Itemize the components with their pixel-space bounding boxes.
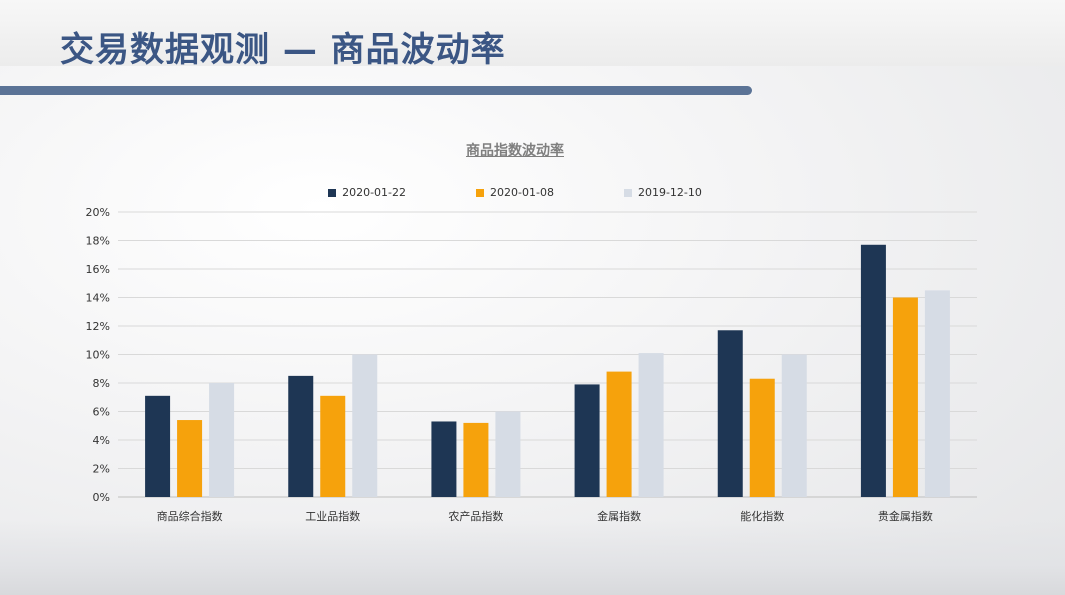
y-tick-label: 6% [93, 406, 110, 419]
legend-swatch-series-3 [623, 188, 632, 197]
x-tick-label: 农产品指数 [448, 509, 503, 523]
bar-series-1 [431, 421, 457, 497]
bar-series-2 [606, 371, 632, 497]
bar-series-1 [717, 330, 743, 497]
y-tick-label: 16% [86, 263, 110, 276]
bar-series-2 [177, 420, 203, 497]
chart-title: 商品指数波动率 [466, 143, 564, 159]
y-tick-label: 2% [93, 463, 110, 476]
y-tick-label: 12% [86, 320, 110, 333]
title-underline [0, 86, 752, 95]
page-title: 交易数据观测 — 商品波动率 [60, 30, 506, 70]
bar-series-1 [574, 384, 600, 497]
bar-series-3 [924, 290, 950, 497]
x-tick-label: 工业品指数 [305, 509, 360, 523]
x-tick-label: 贵金属指数 [878, 509, 933, 523]
y-tick-label: 18% [86, 235, 110, 248]
bar-series-2 [320, 395, 346, 497]
x-tick-label: 商品综合指数 [157, 509, 223, 523]
legend-item-series-3: 2019-12-10 [623, 186, 702, 199]
legend-swatch-series-2 [476, 188, 485, 197]
bar-series-3 [781, 354, 807, 497]
y-tick-label: 10% [86, 349, 110, 362]
bar-series-2 [749, 378, 775, 497]
bar-series-2 [463, 422, 489, 497]
bar-series-3 [638, 353, 664, 497]
x-tick-label: 金属指数 [597, 509, 641, 523]
legend-item-series-2: 2020-01-08 [476, 186, 554, 199]
chart-legend: 2020-01-22 2020-01-08 2019-12-10 [0, 186, 1030, 199]
y-tick-label: 8% [93, 377, 110, 390]
legend-label-series-3: 2019-12-10 [637, 186, 702, 199]
bar-series-1 [288, 375, 314, 497]
bar-series-3 [495, 411, 521, 497]
background-decoration [0, 520, 1065, 595]
y-tick-label: 0% [93, 491, 110, 504]
bar-series-1 [860, 244, 886, 497]
bar-series-1 [145, 395, 171, 497]
legend-label-series-2: 2020-01-08 [490, 186, 554, 199]
header-band [0, 0, 1065, 66]
legend-swatch-series-1 [328, 188, 337, 197]
y-tick-label: 14% [86, 292, 110, 305]
x-tick-label: 能化指数 [740, 509, 784, 523]
y-tick-label: 20% [86, 206, 110, 219]
bar-series-3 [352, 354, 378, 497]
legend-label-series-1: 2020-01-22 [342, 186, 407, 199]
legend-item-series-1: 2020-01-22 [328, 186, 406, 199]
bar-series-3 [209, 383, 235, 497]
y-tick-label: 4% [93, 434, 110, 447]
bar-series-2 [892, 297, 918, 497]
